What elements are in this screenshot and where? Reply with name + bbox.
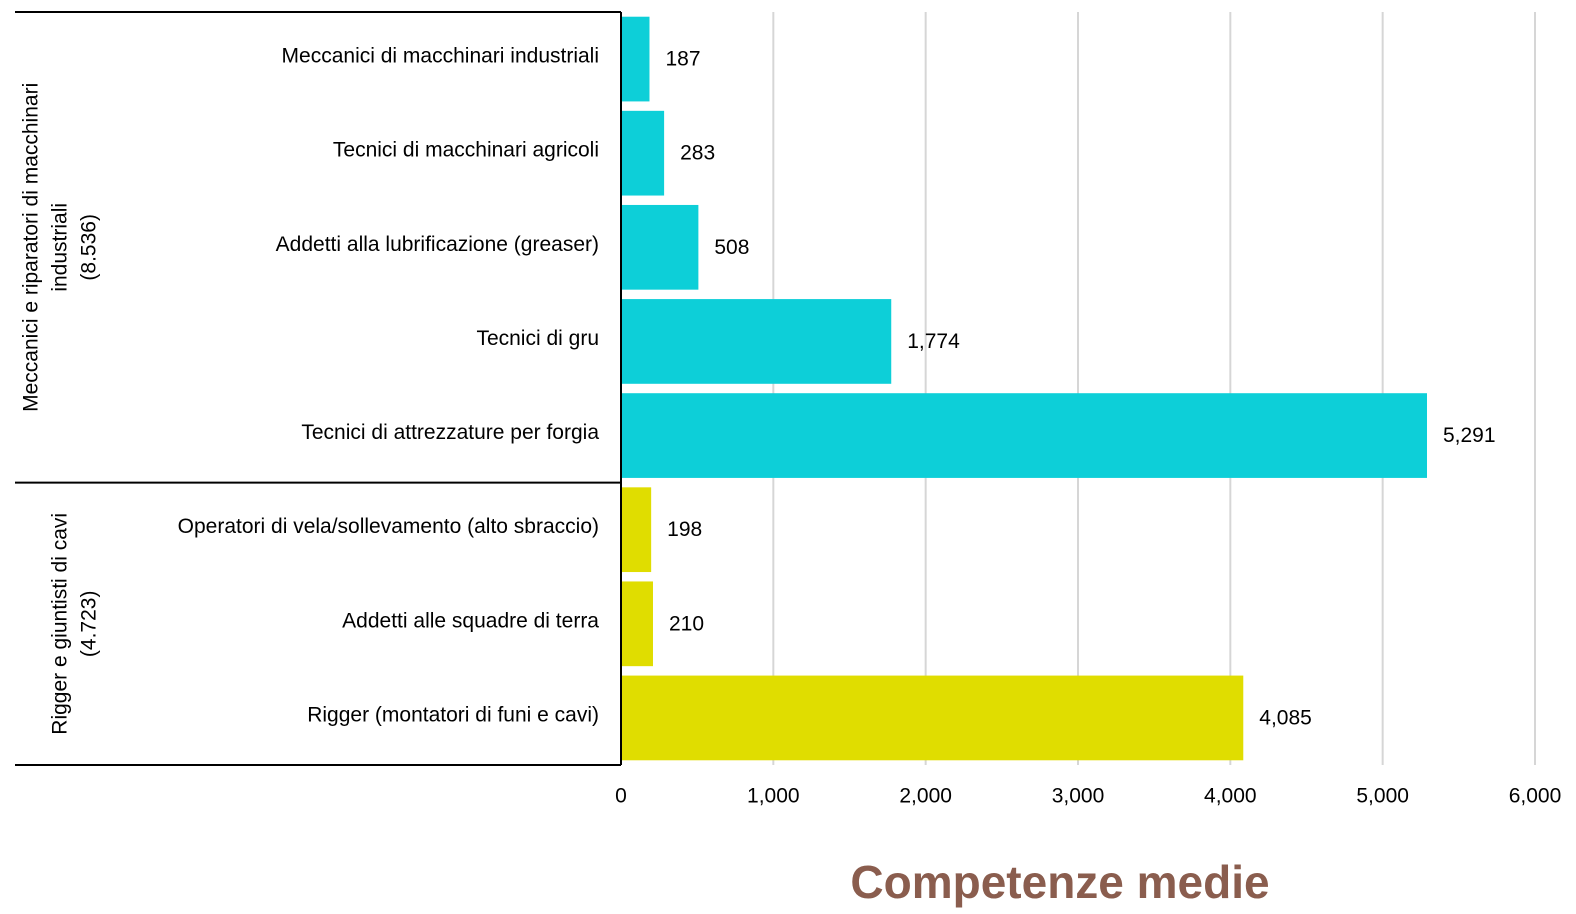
y-tick-label: Rigger (montatori di funi e cavi) xyxy=(307,703,599,726)
data-label: 210 xyxy=(669,612,704,635)
bar xyxy=(621,204,699,290)
x-tick-label: 0 xyxy=(615,785,627,808)
group-label: (4.723) xyxy=(78,591,101,658)
bar xyxy=(621,675,1244,761)
y-tick-label: Tecnici di gru xyxy=(476,327,599,350)
data-label: 1,774 xyxy=(907,330,960,353)
data-label: 198 xyxy=(667,518,702,541)
data-label: 508 xyxy=(714,236,749,259)
y-tick-label: Meccanici di macchinari industriali xyxy=(282,45,599,68)
y-tick-label: Tecnici di macchinari agricoli xyxy=(333,139,599,162)
bar xyxy=(621,299,892,384)
x-tick-label: 3,000 xyxy=(1052,785,1105,808)
data-label: 283 xyxy=(680,142,715,165)
y-tick-label: Tecnici di attrezzature per forgia xyxy=(301,421,599,444)
data-label: 187 xyxy=(665,48,700,71)
x-tick-label: 6,000 xyxy=(1509,785,1562,808)
x-tick-label: 4,000 xyxy=(1204,785,1257,808)
x-axis-title: Competenze medie xyxy=(850,856,1269,908)
bar xyxy=(621,16,650,102)
group-label: Rigger e giuntisti di cavi xyxy=(49,513,72,735)
group-label: (8.536) xyxy=(78,214,101,281)
data-label: 5,291 xyxy=(1443,424,1496,447)
group-label: Meccanici e riparatori di macchinari xyxy=(20,83,43,412)
x-tick-label: 5,000 xyxy=(1356,785,1409,808)
group-label: industriali xyxy=(49,203,72,292)
bar xyxy=(621,110,665,196)
data-label: 4,085 xyxy=(1259,706,1312,729)
y-tick-label: Addetti alla lubrificazione (greaser) xyxy=(276,233,599,256)
x-tick-label: 1,000 xyxy=(747,785,800,808)
x-tick-label: 2,000 xyxy=(899,785,952,808)
y-tick-label: Operatori di vela/sollevamento (alto sbr… xyxy=(178,515,599,538)
bar xyxy=(621,393,1427,478)
bar xyxy=(621,487,652,573)
y-tick-label: Addetti alle squadre di terra xyxy=(342,609,599,632)
bar xyxy=(621,581,653,667)
